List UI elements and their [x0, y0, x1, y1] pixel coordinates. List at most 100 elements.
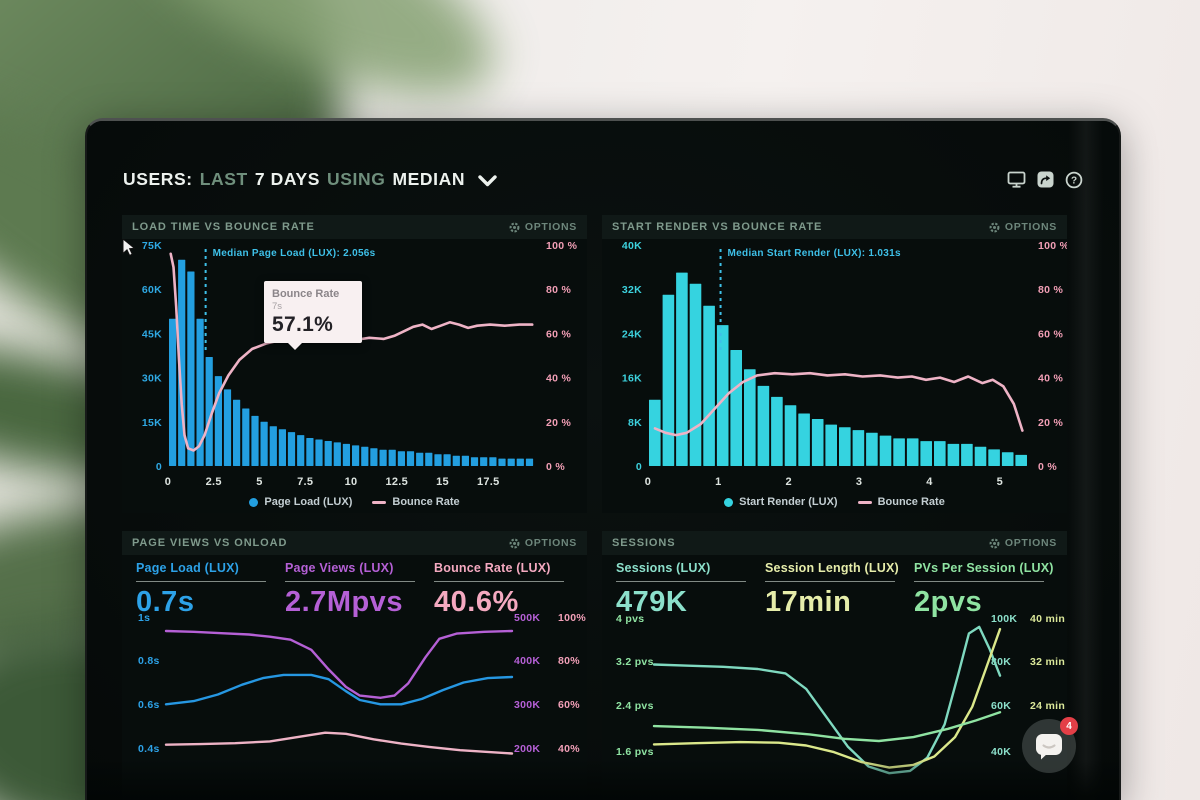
svg-text:0 %: 0 %	[546, 461, 565, 473]
svg-text:40 min: 40 min	[1030, 613, 1065, 625]
metric-value: 40.6%	[434, 586, 519, 618]
metric-value: 2.7Mpvs	[285, 586, 403, 618]
svg-text:15K: 15K	[142, 417, 162, 429]
svg-text:3.2 pvs: 3.2 pvs	[616, 656, 654, 668]
panel-header: LOAD TIME VS BOUNCE RATE OPTIONS	[122, 215, 587, 239]
metric-underline	[136, 581, 266, 582]
svg-text:24 min: 24 min	[1030, 700, 1065, 712]
metric-value: 0.7s	[136, 586, 195, 618]
svg-text:0 %: 0 %	[1038, 461, 1057, 473]
svg-text:4: 4	[926, 476, 933, 488]
panel-header: START RENDER VS BOUNCE RATE OPTIONS	[602, 215, 1067, 239]
svg-text:0: 0	[156, 461, 162, 473]
svg-text:400K: 400K	[514, 655, 540, 667]
svg-text:20 %: 20 %	[546, 417, 571, 429]
metric-value: 2pvs	[914, 586, 983, 618]
legend-item-page-load[interactable]: Page Load (LUX)	[249, 496, 352, 508]
svg-text:0: 0	[165, 476, 171, 488]
users-range-dropdown[interactable]: USERS: LAST 7 DAYS USING MEDIAN	[123, 169, 497, 190]
svg-text:100%: 100%	[558, 612, 586, 624]
share-icon[interactable]	[1037, 171, 1054, 188]
header-label: USERS:	[123, 169, 193, 189]
gear-icon	[509, 222, 520, 232]
svg-text:80%: 80%	[558, 655, 580, 667]
svg-text:8K: 8K	[628, 417, 642, 429]
svg-text:10: 10	[345, 476, 358, 488]
legend-item-bounce-rate[interactable]: Bounce Rate	[372, 496, 460, 508]
svg-text:500K: 500K	[514, 612, 540, 624]
options-label: OPTIONS	[1004, 537, 1057, 549]
load-time-chart-area[interactable]: 75K 60K 45K 30K 15K 0 100 % 80 % 60 % 40 % 20 % 0 %…	[122, 239, 587, 513]
panel-load-time-vs-bounce-rate: LOAD TIME VS BOUNCE RATE OPTIONS 75K 60K 4…	[122, 215, 587, 513]
panel-title: LOAD TIME VS BOUNCE RATE	[132, 221, 315, 233]
notification-badge: 4	[1060, 717, 1078, 735]
mouse-cursor-icon	[122, 239, 136, 257]
options-button[interactable]: OPTIONS	[989, 221, 1057, 233]
svg-text:100 %: 100 %	[546, 240, 578, 252]
svg-text:100 %: 100 %	[1038, 240, 1067, 252]
metric-label: Session Length (LUX)	[765, 561, 899, 575]
display-icon[interactable]	[1007, 171, 1026, 188]
svg-text:3: 3	[856, 476, 862, 488]
chevron-down-icon	[478, 174, 497, 186]
tooltip-value: 57.1%	[272, 313, 334, 336]
gear-icon	[989, 538, 1000, 548]
screen-reflection	[1069, 121, 1103, 800]
svg-text:80 %: 80 %	[1038, 284, 1063, 296]
panel-header: SESSIONS OPTIONS	[602, 531, 1067, 555]
laptop-screen: USERS: LAST 7 DAYS USING MEDIAN	[85, 118, 1121, 800]
options-button[interactable]: OPTIONS	[509, 221, 577, 233]
svg-text:60K: 60K	[142, 284, 162, 296]
gear-icon	[989, 222, 1000, 232]
svg-text:40%: 40%	[558, 743, 580, 755]
start-render-chart-area[interactable]: 40K 32K 24K 16K 8K 0 100 % 80 % 60 % 40 % 20 % 0 % M…	[602, 239, 1067, 513]
metrics-row: Page Load (LUX) 0.7s Page Views (LUX) 2.…	[136, 561, 583, 619]
svg-text:200K: 200K	[514, 743, 540, 755]
svg-text:5: 5	[997, 476, 1003, 488]
svg-text:12.5: 12.5	[385, 476, 408, 488]
svg-text:17.5: 17.5	[477, 476, 500, 488]
chart-canvas: 40K 32K 24K 16K 8K 0 100 % 80 % 60 % 40 % 20 % 0 % M…	[622, 240, 1067, 488]
chart-tooltip: Bounce Rate 7s 57.1%	[264, 281, 362, 350]
panel-page-views-vs-onload: PAGE VIEWS VS ONLOAD OPTIONS 1s 0.8s 0.6s 0…	[122, 531, 587, 800]
help-icon[interactable]: ?	[1065, 171, 1083, 189]
options-button[interactable]: OPTIONS	[509, 537, 577, 549]
header-word: USING	[327, 169, 386, 189]
panel-title: PAGE VIEWS VS ONLOAD	[132, 537, 288, 549]
metric-session-length: Session Length (LUX) 17min	[765, 561, 914, 619]
options-button[interactable]: OPTIONS	[989, 537, 1057, 549]
dashboard-screen: USERS: LAST 7 DAYS USING MEDIAN	[87, 121, 1119, 800]
sessions-chart-area[interactable]: 4 pvs 3.2 pvs 2.4 pvs 1.6 pvs 100K 80K 60K 40K 4…	[602, 555, 1067, 800]
legend-line-icon	[372, 500, 387, 504]
svg-text:1s: 1s	[138, 612, 150, 624]
page-views-chart-area[interactable]: 1s 0.8s 0.6s 0.4s 500K 400K 300K 200K 100% 80% 60%…	[122, 555, 587, 800]
svg-text:?: ?	[1071, 175, 1077, 186]
metric-label: Page Views (LUX)	[285, 561, 394, 575]
panel-sessions: SESSIONS OPTIONS 4 pvs 3.2 pvs 2.4 pvs 1.6 …	[602, 531, 1067, 800]
svg-text:40K: 40K	[622, 240, 642, 252]
legend-label: Bounce Rate	[392, 496, 460, 508]
svg-text:100K: 100K	[991, 613, 1017, 625]
metric-value: 17min	[765, 586, 852, 618]
options-label: OPTIONS	[524, 221, 577, 233]
svg-text:2.4 pvs: 2.4 pvs	[616, 700, 654, 712]
svg-text:15: 15	[436, 476, 449, 488]
chat-widget-button[interactable]: 4	[1022, 717, 1078, 773]
dashboard-header: USERS: LAST 7 DAYS USING MEDIAN	[123, 169, 1083, 190]
panel-title: SESSIONS	[612, 537, 676, 549]
svg-text:1.6 pvs: 1.6 pvs	[616, 746, 654, 758]
svg-text:5: 5	[256, 476, 262, 488]
metric-underline	[765, 581, 895, 582]
svg-text:40K: 40K	[991, 746, 1011, 758]
svg-text:0: 0	[636, 461, 642, 473]
svg-text:60K: 60K	[991, 700, 1011, 712]
legend-item-bounce-rate[interactable]: Bounce Rate	[857, 496, 945, 508]
header-word: LAST	[199, 169, 248, 189]
svg-text:0.4s: 0.4s	[138, 743, 160, 755]
metric-label: Page Load (LUX)	[136, 561, 240, 575]
svg-text:32K: 32K	[622, 284, 642, 296]
svg-text:7.5: 7.5	[297, 476, 313, 488]
legend-item-start-render[interactable]: Start Render (LUX)	[724, 496, 838, 508]
